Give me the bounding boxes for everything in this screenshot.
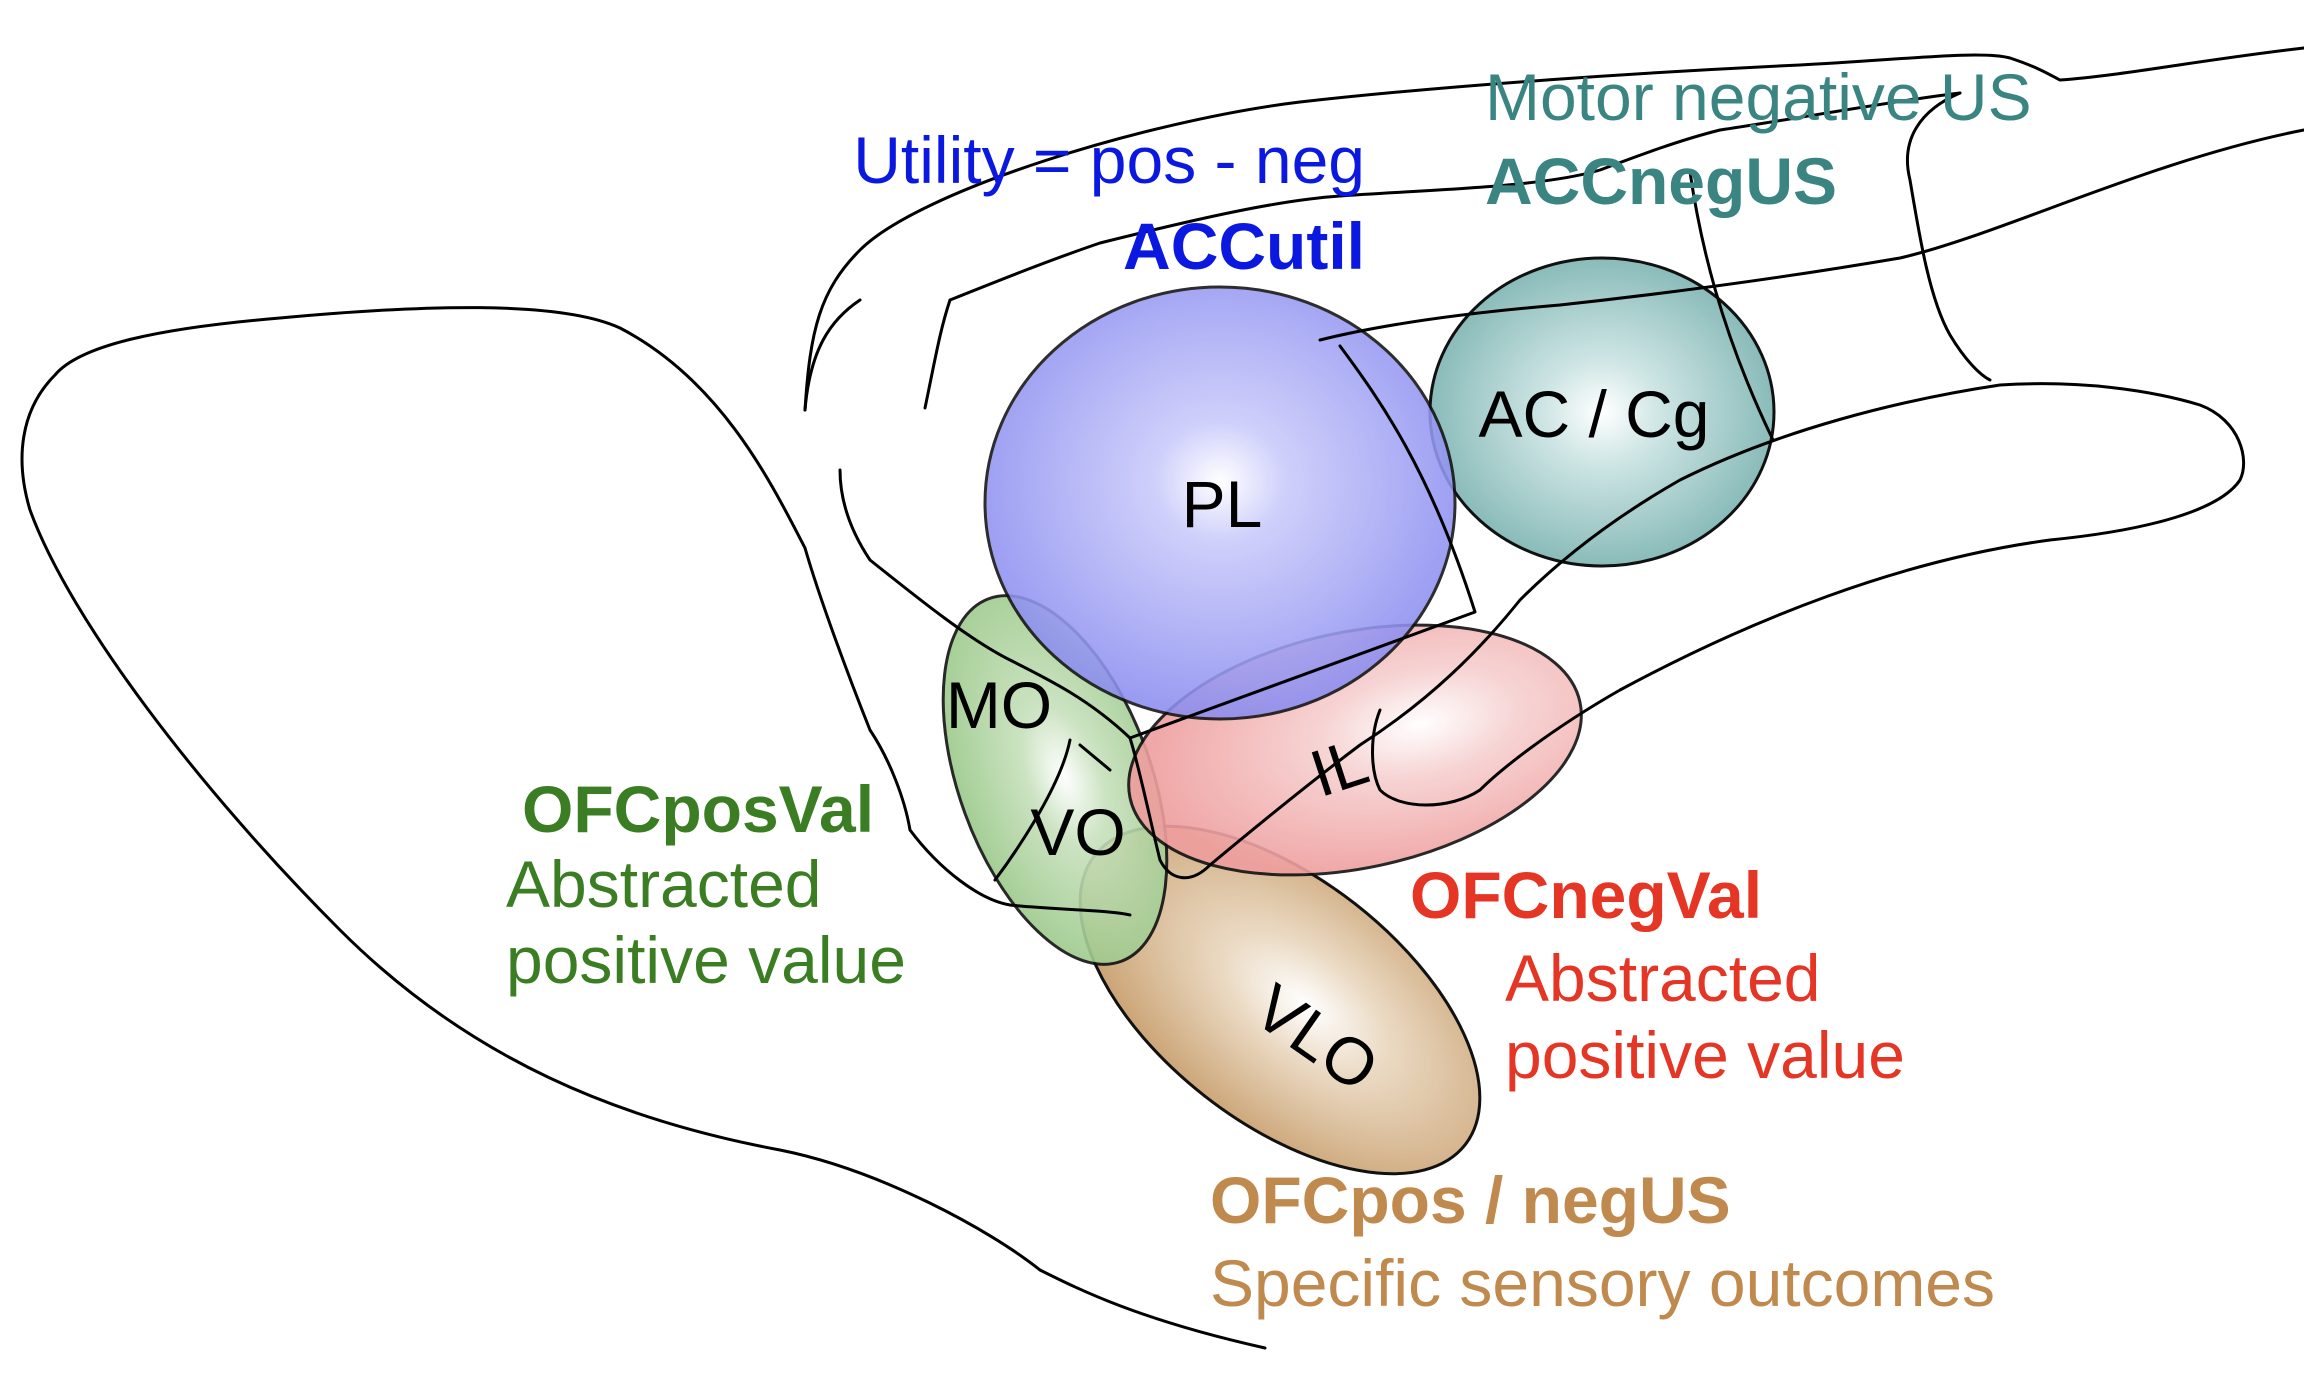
accnegus-description: Motor negative US xyxy=(1485,60,2032,134)
ofcnegval-line1: Abstracted xyxy=(1505,941,1821,1015)
accutil-annotation: Utility = pos - neg ACCutil xyxy=(853,123,1365,283)
pl-label: PL xyxy=(1182,467,1263,541)
accutil-formula: Utility = pos - neg xyxy=(853,123,1365,197)
ofcposnegus-title: OFCpos / negUS xyxy=(1210,1163,1731,1237)
ofcposval-title: OFCposVal xyxy=(522,772,874,846)
vo-label: VO xyxy=(1030,795,1125,869)
ofcnegval-line2: positive value xyxy=(1505,1018,1905,1092)
accnegus-title: ACCnegUS xyxy=(1485,144,1837,218)
brain-outline xyxy=(20,46,2304,1350)
accnegus-annotation: Motor negative US ACCnegUS xyxy=(1485,60,2032,218)
ofcposval-line2: positive value xyxy=(506,923,906,997)
mo-label: MO xyxy=(946,668,1052,742)
pl-region xyxy=(983,285,1457,721)
ac-cg-label: AC / Cg xyxy=(1478,377,1709,451)
accutil-title: ACCutil xyxy=(1123,209,1365,283)
ofcnegval-annotation: OFCnegVal Abstracted positive value xyxy=(1410,858,1905,1092)
ofcposval-line1: Abstracted xyxy=(506,847,822,921)
ofcnegval-title: OFCnegVal xyxy=(1410,858,1762,932)
ofcposval-annotation: OFCposVal Abstracted positive value xyxy=(506,772,906,997)
ofcposnegus-description: Specific sensory outcomes xyxy=(1210,1246,1995,1320)
ofcposnegus-annotation: OFCpos / negUS Specific sensory outcomes xyxy=(1210,1163,1995,1320)
